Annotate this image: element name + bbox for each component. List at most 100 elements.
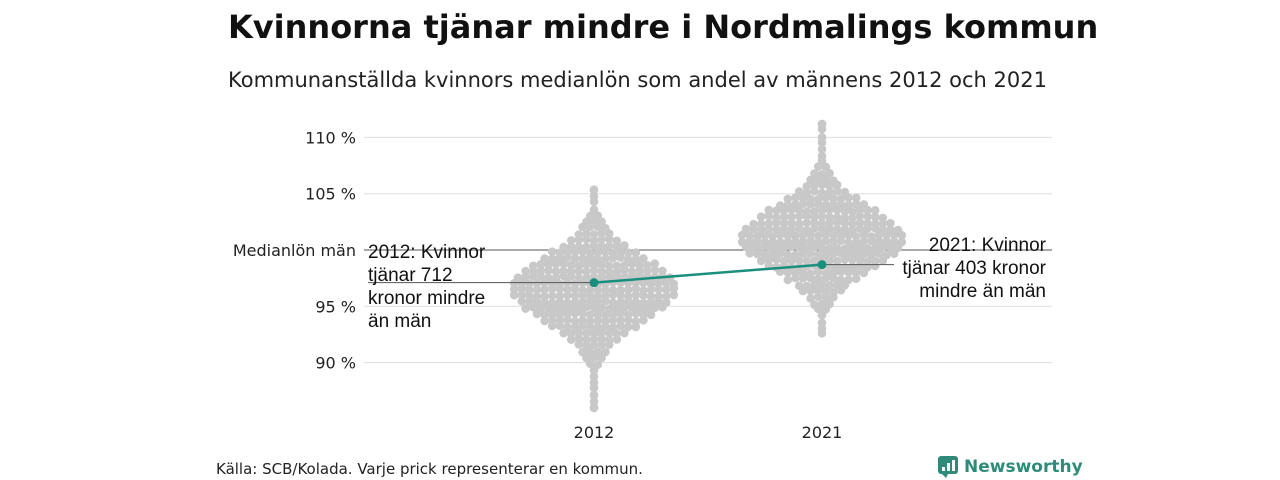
municipality-dot [627,259,637,268]
municipality-dot [848,255,857,264]
x-tick-label: 2021 [802,423,843,442]
municipality-dot [832,180,842,190]
municipality-dot [646,310,656,320]
municipality-dot [764,224,774,234]
municipality-dot [593,297,603,306]
municipality-dot [555,297,565,307]
municipality-dot [563,322,572,332]
municipality-dot [787,205,796,214]
municipality-dot [589,365,599,375]
municipality-dot [570,284,580,294]
municipality-dot [798,273,808,283]
municipality-dot [563,315,572,325]
municipality-dot [616,291,625,300]
municipality-dot [608,290,618,300]
municipality-dot [525,279,534,288]
municipality-dot [574,266,584,276]
municipality-dot [547,247,557,256]
municipality-dot [806,230,815,239]
municipality-dot [620,265,629,275]
municipality-dot [836,248,846,258]
municipality-dot [623,248,633,257]
source-note: Källa: SCB/Kolada. Varje prick represent… [216,460,643,478]
municipality-dot [870,206,880,215]
municipality-dot [878,256,888,265]
municipality-dot [829,292,838,302]
municipality-dot [608,253,618,263]
x-axis-ticks: 2012 2021 [574,423,843,442]
municipality-dot [787,256,796,266]
municipality-dot [563,309,572,318]
municipality-dot [582,267,591,276]
municipality-dot [863,205,872,215]
beeswarm-dots [509,119,907,413]
municipality-dot [585,359,595,369]
municipality-dot [597,340,606,350]
municipality-dot [863,256,872,266]
municipality-dot [840,207,850,216]
municipality-dot [802,182,812,191]
municipality-dot [669,290,679,300]
annotation-leaders [368,264,894,284]
municipality-dot [817,205,827,215]
municipality-dot [601,247,610,257]
municipality-dot [555,284,565,294]
municipality-dot [749,224,758,234]
municipality-dot [589,353,599,362]
municipality-dot [661,292,671,301]
municipality-dot [517,284,527,293]
municipality-dot [779,206,789,215]
municipality-dot [829,273,838,283]
municipality-dot [570,309,580,318]
municipality-dot [859,268,869,278]
municipality-dot [620,241,629,250]
municipality-dot [563,290,572,300]
municipality-dot [825,223,834,233]
municipality-dot [810,212,819,221]
municipality-dot [779,218,789,228]
municipality-dot [817,310,827,320]
annotation-2021-line: 2021: Kvinnor [929,235,1047,256]
municipality-dot [810,242,819,252]
y-axis-ticks: 90 % 95 % 105 % 110 % [305,128,356,372]
municipality-dot [889,230,899,239]
municipality-dot [650,259,660,268]
municipality-dot [654,285,663,294]
grid-lines [364,136,1052,364]
municipality-dot [821,292,831,302]
municipality-dot [547,321,557,331]
reference-line: Medianlön män [233,241,1052,260]
annotation-2012-line: tjänar 712 [368,265,453,286]
municipality-dot [874,249,884,258]
municipality-dot [775,267,785,277]
municipality-dot [817,329,827,338]
municipality-dot [825,168,834,178]
municipality-dot [863,212,872,221]
municipality-dot [791,193,800,202]
municipality-dot [840,255,850,264]
municipality-dot [859,230,869,239]
municipality-dot [753,236,762,246]
municipality-dot [597,267,606,276]
municipality-dot [544,266,553,275]
municipality-dot [791,273,800,283]
highlight-point-2021 [817,260,827,270]
municipality-dot [806,199,815,209]
municipality-dot [536,260,546,269]
municipality-dot [589,372,599,381]
annotation-2012-line: än män [368,311,431,332]
municipality-dot [578,290,587,300]
municipality-dot [783,231,793,240]
municipality-dot [544,304,553,313]
municipality-dot [517,296,527,306]
municipality-dot [764,205,774,215]
municipality-dot [806,286,815,296]
municipality-dot [616,247,625,256]
municipality-dot [578,321,587,330]
municipality-dot [563,284,572,294]
municipality-dot [756,212,766,221]
municipality-dot [582,260,591,269]
annotation-2021-line: tjänar 403 kronor [902,258,1046,279]
municipality-dot [889,249,899,259]
municipality-dot [741,242,751,252]
